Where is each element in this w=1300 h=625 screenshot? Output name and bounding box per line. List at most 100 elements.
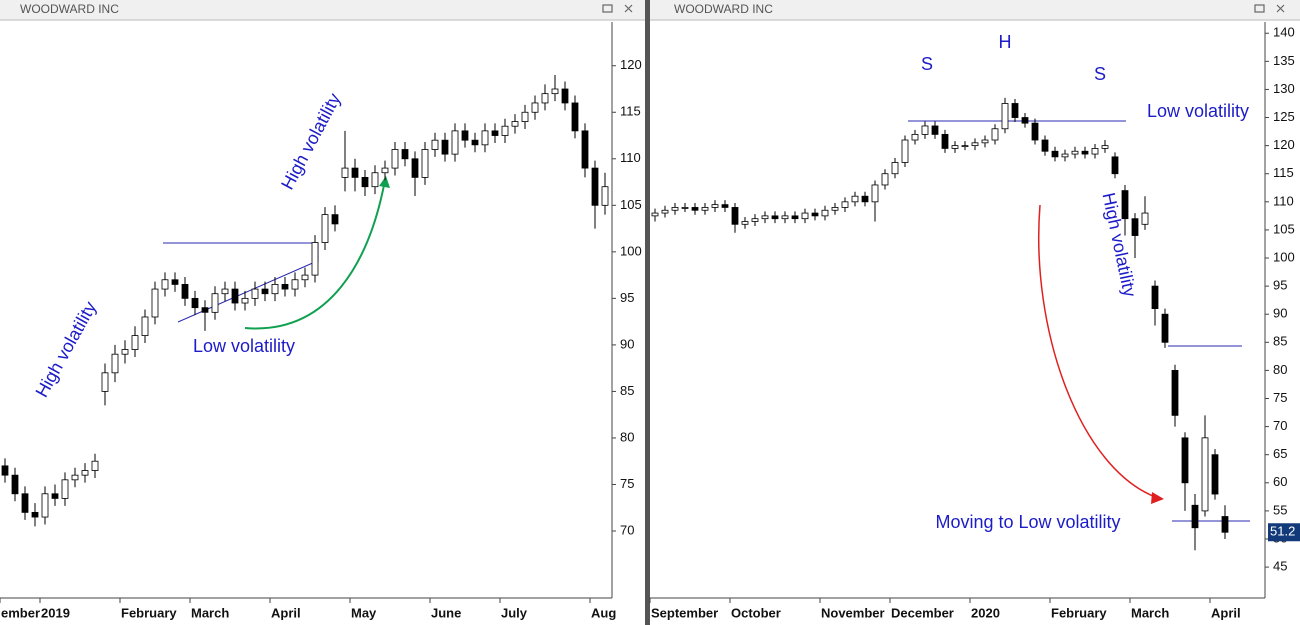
candle-body bbox=[551, 88, 559, 95]
annotation: S bbox=[921, 54, 933, 74]
candle-body bbox=[421, 149, 429, 178]
annotation: Low volatility bbox=[193, 336, 295, 356]
candle-body bbox=[151, 288, 159, 318]
x-tick-label: March bbox=[1131, 605, 1169, 620]
candle-body bbox=[481, 130, 489, 146]
candle-body bbox=[791, 215, 799, 220]
x-tick-label: Aug bbox=[591, 605, 616, 620]
candle-body bbox=[451, 130, 459, 155]
y-tick-label: 75 bbox=[620, 476, 634, 491]
candle-body bbox=[1161, 313, 1169, 343]
annotation: Low volatility bbox=[1147, 101, 1249, 121]
y-tick-label: 75 bbox=[1273, 390, 1287, 405]
candle-body bbox=[431, 139, 439, 150]
candle-body bbox=[131, 335, 139, 350]
candle-body bbox=[121, 349, 129, 355]
candle-body bbox=[961, 145, 969, 148]
candle-body bbox=[231, 288, 239, 304]
candle-body bbox=[761, 215, 769, 220]
candle-body bbox=[1031, 122, 1039, 141]
close-icon[interactable] bbox=[624, 4, 633, 13]
y-tick-label: 70 bbox=[1273, 418, 1287, 433]
close-icon[interactable] bbox=[1276, 4, 1285, 13]
x-tick-label: November bbox=[821, 605, 885, 620]
x-tick-label: September bbox=[651, 605, 718, 620]
y-tick-label: 135 bbox=[1273, 53, 1295, 68]
arrow bbox=[1038, 204, 1159, 499]
icon bbox=[602, 4, 613, 13]
y-tick-label: 130 bbox=[1273, 81, 1295, 96]
candle-body bbox=[71, 474, 79, 481]
candle-body bbox=[491, 130, 499, 136]
candle-body bbox=[161, 279, 169, 290]
candle-body bbox=[951, 145, 959, 149]
candle-body bbox=[351, 167, 359, 178]
header-bar bbox=[0, 0, 645, 20]
candle-body bbox=[651, 212, 659, 217]
y-tick-label: 125 bbox=[1273, 109, 1295, 124]
last-price-label: 51.2 bbox=[1270, 524, 1295, 539]
candle-body bbox=[711, 204, 719, 208]
y-tick-label: 95 bbox=[1273, 278, 1287, 293]
candle-body bbox=[311, 242, 319, 276]
candle-body bbox=[1081, 150, 1089, 155]
candle-body bbox=[191, 297, 199, 309]
candle-body bbox=[1201, 437, 1209, 512]
y-tick-label: 80 bbox=[620, 429, 634, 444]
candle-body bbox=[701, 207, 709, 211]
candle-body bbox=[911, 133, 919, 141]
candle-body bbox=[411, 158, 419, 178]
candle-body bbox=[691, 207, 699, 211]
candle-body bbox=[11, 474, 19, 495]
x-tick-label: 2020 bbox=[971, 605, 1000, 620]
candle-body bbox=[111, 353, 119, 374]
last-price-box bbox=[1268, 523, 1300, 542]
x-tick-label: February bbox=[1051, 605, 1107, 620]
candle-body bbox=[1181, 437, 1189, 484]
candle-body bbox=[591, 167, 599, 206]
candle-body bbox=[361, 176, 369, 188]
candle-body bbox=[1021, 117, 1029, 124]
y-tick-label: 110 bbox=[1273, 193, 1294, 208]
candle-body bbox=[971, 142, 979, 147]
candle-body bbox=[381, 167, 389, 174]
candle-body bbox=[1141, 212, 1149, 225]
candle-body bbox=[181, 284, 189, 299]
candle-body bbox=[531, 102, 539, 113]
y-tick-label: 85 bbox=[620, 383, 634, 398]
candle-body bbox=[771, 215, 779, 220]
candle-body bbox=[681, 207, 689, 209]
y-tick-label: 65 bbox=[1273, 446, 1287, 461]
header-bar bbox=[650, 0, 1300, 20]
panel-divider bbox=[645, 0, 650, 625]
candle-body bbox=[211, 293, 219, 313]
candle-body bbox=[1221, 516, 1229, 533]
icon bbox=[1254, 4, 1265, 13]
window-icons bbox=[602, 4, 1285, 13]
candle-body bbox=[811, 212, 819, 217]
x-tick-label: ember bbox=[1, 605, 40, 620]
candle-body bbox=[221, 288, 229, 295]
candle-body bbox=[341, 167, 349, 178]
panel-title: WOODWARD INC bbox=[674, 2, 773, 16]
y-tick-label: 120 bbox=[1273, 137, 1295, 152]
candle-body bbox=[1011, 103, 1019, 118]
candle-body bbox=[501, 125, 509, 136]
candle-body bbox=[1101, 145, 1109, 149]
candle-body bbox=[391, 149, 399, 169]
candle-body bbox=[861, 195, 869, 203]
candle-body bbox=[661, 209, 669, 214]
annotation: S bbox=[1094, 64, 1106, 84]
candle-body bbox=[31, 511, 39, 518]
candle-body bbox=[871, 184, 879, 203]
candle-body bbox=[41, 493, 49, 518]
y-tick-label: 90 bbox=[620, 336, 634, 351]
y-tick-label: 120 bbox=[620, 57, 642, 72]
y-tick-label: 100 bbox=[620, 243, 642, 258]
candle-body bbox=[241, 297, 249, 304]
candle-body bbox=[1001, 103, 1009, 130]
candle-body bbox=[561, 88, 569, 104]
candle-body bbox=[881, 173, 889, 186]
x-tick-label: June bbox=[431, 605, 461, 620]
y-tick-label: 85 bbox=[1273, 334, 1287, 349]
